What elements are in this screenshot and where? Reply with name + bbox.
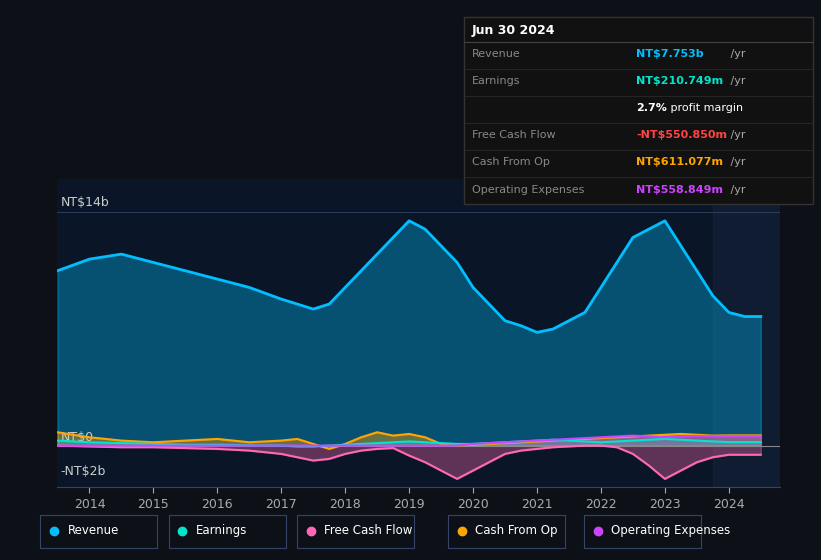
Text: NT$210.749m: NT$210.749m [636, 76, 723, 86]
Text: Cash From Op: Cash From Op [475, 525, 558, 538]
Text: Revenue: Revenue [67, 525, 119, 538]
Text: -NT$550.850m: -NT$550.850m [636, 130, 727, 141]
Text: Earnings: Earnings [196, 525, 247, 538]
Text: NT$611.077m: NT$611.077m [636, 157, 723, 167]
Text: NT$7.753b: NT$7.753b [636, 49, 704, 59]
Text: Revenue: Revenue [472, 49, 521, 59]
Text: /yr: /yr [727, 184, 745, 194]
Text: Free Cash Flow: Free Cash Flow [324, 525, 413, 538]
Text: /yr: /yr [727, 76, 745, 86]
Text: Free Cash Flow: Free Cash Flow [472, 130, 556, 141]
FancyBboxPatch shape [297, 515, 415, 548]
Text: /yr: /yr [727, 157, 745, 167]
Text: NT$14b: NT$14b [61, 196, 109, 209]
Text: 2.7%: 2.7% [636, 103, 667, 113]
Text: Operating Expenses: Operating Expenses [472, 184, 585, 194]
Text: Cash From Op: Cash From Op [472, 157, 550, 167]
Text: NT$0: NT$0 [61, 431, 94, 444]
Text: /yr: /yr [727, 49, 745, 59]
FancyBboxPatch shape [40, 515, 158, 548]
Text: Jun 30 2024: Jun 30 2024 [472, 24, 556, 36]
Bar [713, 179, 780, 487]
FancyBboxPatch shape [169, 515, 286, 548]
FancyBboxPatch shape [448, 515, 566, 548]
Text: profit margin: profit margin [667, 103, 744, 113]
FancyBboxPatch shape [585, 515, 701, 548]
Text: NT$558.849m: NT$558.849m [636, 184, 723, 194]
Text: Earnings: Earnings [472, 76, 521, 86]
Text: Operating Expenses: Operating Expenses [612, 525, 731, 538]
Text: /yr: /yr [727, 130, 745, 141]
Text: -NT$2b: -NT$2b [61, 465, 106, 478]
